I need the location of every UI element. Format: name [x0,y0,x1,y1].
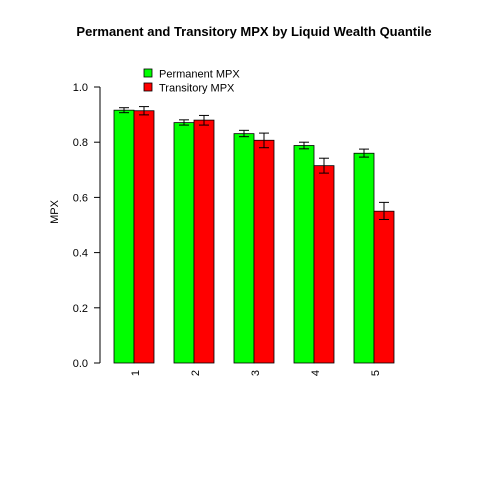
y-axis-label: MPX [49,199,61,224]
bar-permanent [353,152,375,364]
bar-transitory [313,165,335,364]
bar-permanent [173,122,195,364]
legend: Permanent MPX Transitory MPX [143,68,240,95]
legend-swatch-transitory [143,82,153,92]
bar-transitory [133,110,155,364]
x-tick-label: 5 [370,370,382,376]
y-tick-label: 0.4 [73,248,88,260]
y-tick-label: 0.8 [73,137,88,149]
bar-permanent [113,109,135,364]
legend-label-permanent: Permanent MPX [159,69,240,81]
bar-transitory [373,210,395,364]
y-tick-label: 0.2 [73,303,88,315]
bar-permanent [293,145,315,364]
legend-swatch-permanent [143,68,153,78]
x-axis: 1 2 3 4 5 [130,370,382,376]
error-bars [119,106,389,220]
bar-transitory [193,119,215,364]
y-tick-label: 1.0 [73,82,88,94]
x-tick-label: 3 [250,370,262,376]
legend-label-transitory: Transitory MPX [159,83,235,95]
x-tick-label: 4 [310,370,322,376]
x-tick-label: 2 [190,370,202,376]
bars [113,109,395,364]
y-tick-label: 0.0 [73,358,88,370]
x-tick-label: 1 [130,370,142,376]
y-axis: 0.0 0.2 0.4 0.6 0.8 1.0 [73,82,101,370]
bar-permanent [233,133,255,364]
y-tick-label: 0.6 [73,192,88,204]
bar-transitory [253,139,275,364]
chart-title: Permanent and Transitory MPX by Liquid W… [76,24,431,39]
